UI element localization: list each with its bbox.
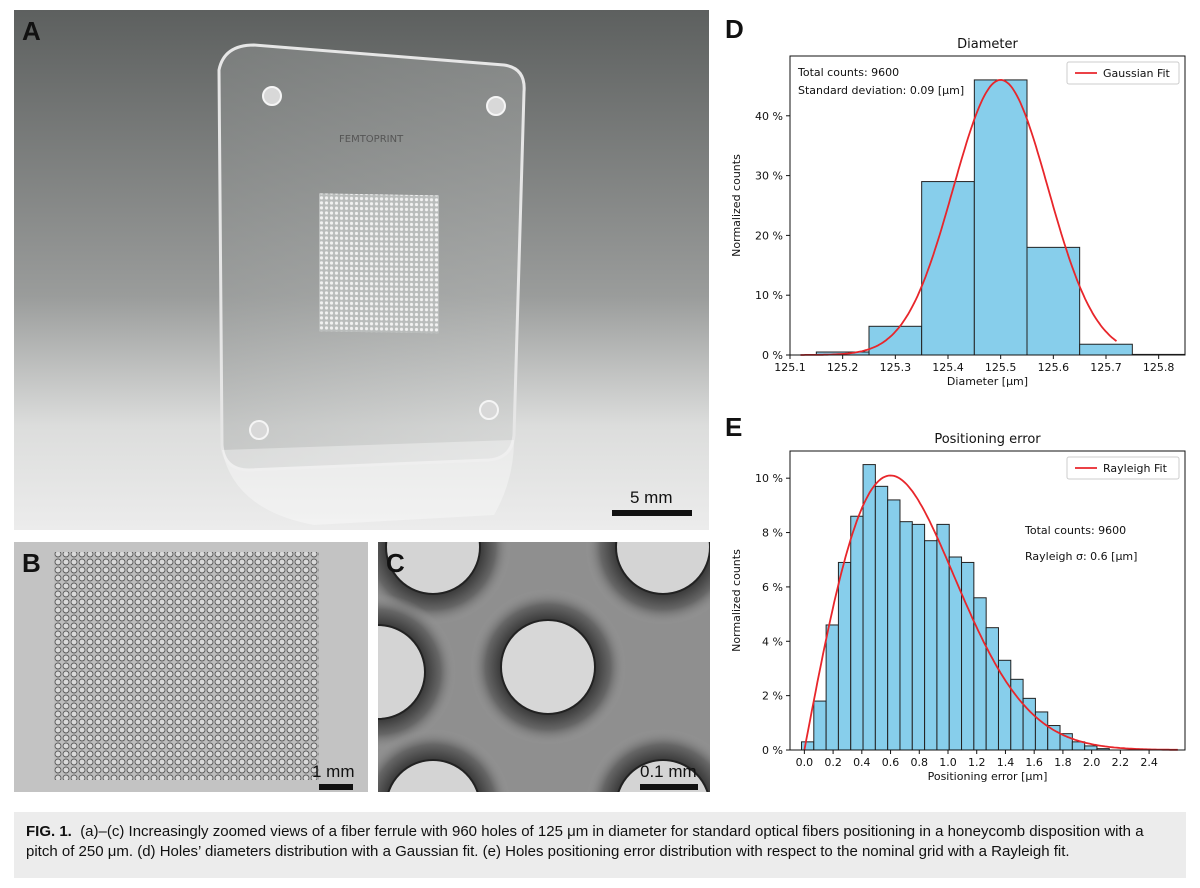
histogram-bar bbox=[921, 181, 975, 356]
y-tick-label: 0 % bbox=[762, 744, 783, 757]
histogram-bar bbox=[924, 540, 938, 751]
honeycomb-overview bbox=[14, 542, 368, 792]
panel-letter-e: E bbox=[725, 412, 743, 442]
scalebar-b bbox=[319, 784, 353, 790]
histogram-bar bbox=[862, 464, 876, 751]
histogram-bar bbox=[948, 556, 963, 751]
x-tick-label: 125.3 bbox=[880, 361, 912, 374]
y-tick-label: 6 % bbox=[762, 581, 783, 594]
histogram-bar bbox=[887, 499, 901, 751]
scalebar-a bbox=[612, 510, 692, 516]
panel-b-micrograph: B 1 mm bbox=[14, 542, 368, 792]
x-tick-label: 125.5 bbox=[985, 361, 1017, 374]
histogram-bar bbox=[1079, 343, 1133, 356]
legend-label: Gaussian Fit bbox=[1103, 67, 1171, 80]
y-tick-label: 4 % bbox=[762, 635, 783, 648]
annotation-text: Rayleigh σ: 0.6 [μm] bbox=[1025, 550, 1137, 563]
y-axis-label: Normalized counts bbox=[730, 549, 743, 652]
x-tick-label: 1.4 bbox=[997, 756, 1015, 769]
x-tick-label: 125.2 bbox=[827, 361, 859, 374]
y-tick-label: 8 % bbox=[762, 527, 783, 540]
x-tick-label: 125.1 bbox=[774, 361, 806, 374]
plot-frame bbox=[789, 55, 1186, 356]
ferrule-photo: FEMTOPRINT bbox=[14, 10, 709, 530]
x-tick-label: 0.8 bbox=[911, 756, 929, 769]
panel-letter-c: C bbox=[386, 548, 405, 578]
hole-closeup bbox=[378, 542, 710, 792]
x-axis-label: Diameter [μm] bbox=[947, 375, 1028, 388]
histogram-bar bbox=[825, 624, 839, 751]
positioning-histogram: Positioning error 0.0 0.2 0.4 0.6 0.8 1.0 1.2 1.… bbox=[730, 432, 1186, 783]
y-tick-label: 20 % bbox=[755, 229, 783, 242]
legend-label: Rayleigh Fit bbox=[1103, 462, 1168, 475]
x-tick-label: 0.0 bbox=[796, 756, 814, 769]
caption-text-line2: pitch of 250 μm. (d) Holes’ diameters di… bbox=[26, 843, 1070, 860]
histogram-bar bbox=[911, 523, 926, 751]
legend-box bbox=[1066, 456, 1180, 480]
histogram-bar bbox=[800, 741, 815, 751]
legend-box bbox=[1066, 61, 1180, 85]
figure-caption: FIG. 1. (a)–(c) Increasingly zoomed view… bbox=[14, 812, 1186, 878]
histogram-bar bbox=[1084, 745, 1098, 751]
x-tick-label: 0.6 bbox=[882, 756, 900, 769]
positioning-chart: Positioning error 0.0 0.2 0.4 0.6 0.8 1.0 1.2 1.… bbox=[720, 425, 1190, 800]
y-tick-label: 10 % bbox=[755, 289, 783, 302]
x-tick-label: 1.8 bbox=[1054, 756, 1072, 769]
y-tick-label: 10 % bbox=[755, 472, 783, 485]
scalebar-label-a: 5 mm bbox=[630, 488, 673, 507]
histogram-bar bbox=[850, 515, 864, 751]
panel-c-micrograph: C 0.1 mm bbox=[378, 542, 710, 792]
annotation-text: Total counts: 9600 bbox=[797, 66, 899, 79]
histogram-bar bbox=[899, 521, 913, 751]
histogram-bar bbox=[1071, 741, 1086, 751]
x-tick-label: 0.2 bbox=[824, 756, 842, 769]
x-axis-label: Positioning error [μm] bbox=[928, 770, 1048, 783]
panel-letter-d: D bbox=[725, 14, 744, 44]
x-tick-label: 125.6 bbox=[1038, 361, 1070, 374]
x-tick-label: 1.6 bbox=[1025, 756, 1043, 769]
fit-curve bbox=[803, 474, 1178, 751]
histogram-bar bbox=[961, 561, 975, 751]
scalebar-c bbox=[640, 784, 698, 790]
panel-letter-b: B bbox=[22, 548, 41, 578]
x-tick-label: 125.4 bbox=[932, 361, 964, 374]
caption-label: FIG. 1. bbox=[26, 823, 72, 840]
x-tick-label: 2.4 bbox=[1140, 756, 1158, 769]
scalebar-label-c: 0.1 mm bbox=[640, 762, 697, 781]
y-tick-label: 30 % bbox=[755, 170, 783, 183]
x-tick-label: 2.2 bbox=[1112, 756, 1130, 769]
histogram-bar bbox=[985, 627, 999, 751]
x-tick-label: 125.7 bbox=[1090, 361, 1122, 374]
scalebar-label-b: 1 mm bbox=[312, 762, 355, 781]
histogram-bar bbox=[973, 597, 987, 751]
y-axis-label: Normalized counts bbox=[730, 154, 743, 257]
diameter-chart: Diameter 125.1 125.2 125.3 125.4 125.5 125.6 12… bbox=[720, 30, 1190, 405]
y-tick-label: 0 % bbox=[762, 349, 783, 362]
x-tick-label: 125.8 bbox=[1143, 361, 1175, 374]
y-tick-label: 2 % bbox=[762, 690, 783, 703]
y-tick-label: 40 % bbox=[755, 110, 783, 123]
caption-text-line1: (a)–(c) Increasingly zoomed views of a f… bbox=[80, 823, 1144, 840]
histogram-bar bbox=[874, 485, 889, 751]
panel-a-photo: FEMTOPRINT A 5 mm bbox=[14, 10, 709, 530]
histogram-bar bbox=[837, 561, 852, 751]
x-tick-label: 1.0 bbox=[939, 756, 957, 769]
x-tick-label: 2.0 bbox=[1083, 756, 1101, 769]
x-tick-label: 1.2 bbox=[968, 756, 986, 769]
diameter-histogram: Diameter 125.1 125.2 125.3 125.4 125.5 125.6 12… bbox=[730, 37, 1186, 388]
panel-letter-a: A bbox=[22, 16, 41, 46]
annotation-text: Standard deviation: 0.09 [μm] bbox=[798, 84, 964, 97]
annotation-text: Total counts: 9600 bbox=[1024, 524, 1126, 537]
x-tick-label: 0.4 bbox=[853, 756, 871, 769]
chart-title: Positioning error bbox=[934, 432, 1041, 447]
plot-frame bbox=[789, 450, 1186, 751]
fit-curve bbox=[800, 78, 1118, 356]
ferrule-logo: FEMTOPRINT bbox=[339, 134, 404, 145]
histogram-bar bbox=[813, 700, 827, 751]
chart-title: Diameter bbox=[957, 37, 1018, 52]
histogram-bar bbox=[973, 79, 1028, 356]
